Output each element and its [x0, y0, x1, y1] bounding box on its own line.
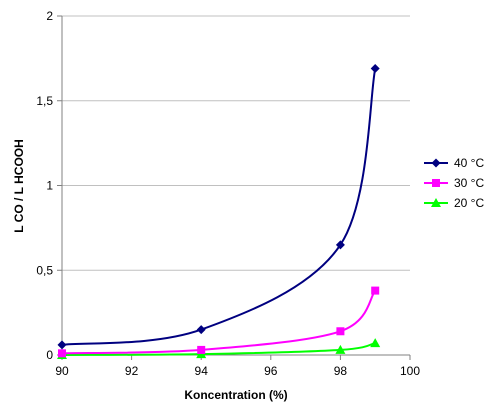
legend-label: 20 °C	[454, 196, 484, 210]
y-tick-label: 2	[46, 9, 53, 23]
legend-marker	[432, 179, 440, 187]
y-tick-label: 0	[46, 348, 53, 362]
legend-marker	[431, 158, 441, 168]
series-layer	[57, 64, 381, 359]
series-30c	[58, 286, 380, 358]
series-line	[61, 342, 376, 356]
y-axis-ticks: 0 0,5 1 1,5 2	[36, 9, 62, 362]
data-point	[57, 340, 67, 350]
data-point	[196, 325, 206, 335]
y-tick-label: 1,5	[36, 94, 53, 108]
data-point	[335, 344, 346, 354]
legend-label: 30 °C	[454, 176, 484, 190]
data-point	[336, 327, 345, 336]
gridlines	[62, 15, 410, 271]
data-point	[197, 345, 206, 354]
legend-item: 40 °C	[424, 156, 484, 170]
x-tick-label: 96	[264, 364, 278, 378]
x-tick-label: 94	[195, 364, 209, 378]
data-point	[335, 240, 345, 250]
data-point	[370, 338, 381, 348]
series-40c	[57, 64, 380, 350]
x-tick-label: 92	[125, 364, 139, 378]
legend-item: 30 °C	[424, 176, 484, 190]
x-axis-title: Koncentration (%)	[184, 388, 287, 402]
legend: 40 °C 30 °C 20 °C	[424, 156, 484, 210]
y-tick-label: 0,5	[36, 263, 53, 277]
series-line	[61, 289, 377, 355]
legend-label: 40 °C	[454, 156, 484, 170]
legend-item: 20 °C	[424, 196, 484, 210]
data-point	[58, 349, 66, 358]
x-tick-label: 100	[400, 364, 420, 378]
y-tick-label: 1	[46, 179, 53, 193]
x-tick-label: 90	[55, 364, 69, 378]
x-tick-label: 98	[334, 364, 348, 378]
legend-marker	[431, 198, 441, 207]
y-axis-title: L CO / L HCOOH	[12, 139, 26, 233]
x-axis-ticks: 90 92 94 96 98 100	[55, 355, 420, 378]
data-point	[370, 64, 380, 74]
data-point	[371, 286, 380, 295]
series-line	[61, 68, 377, 346]
